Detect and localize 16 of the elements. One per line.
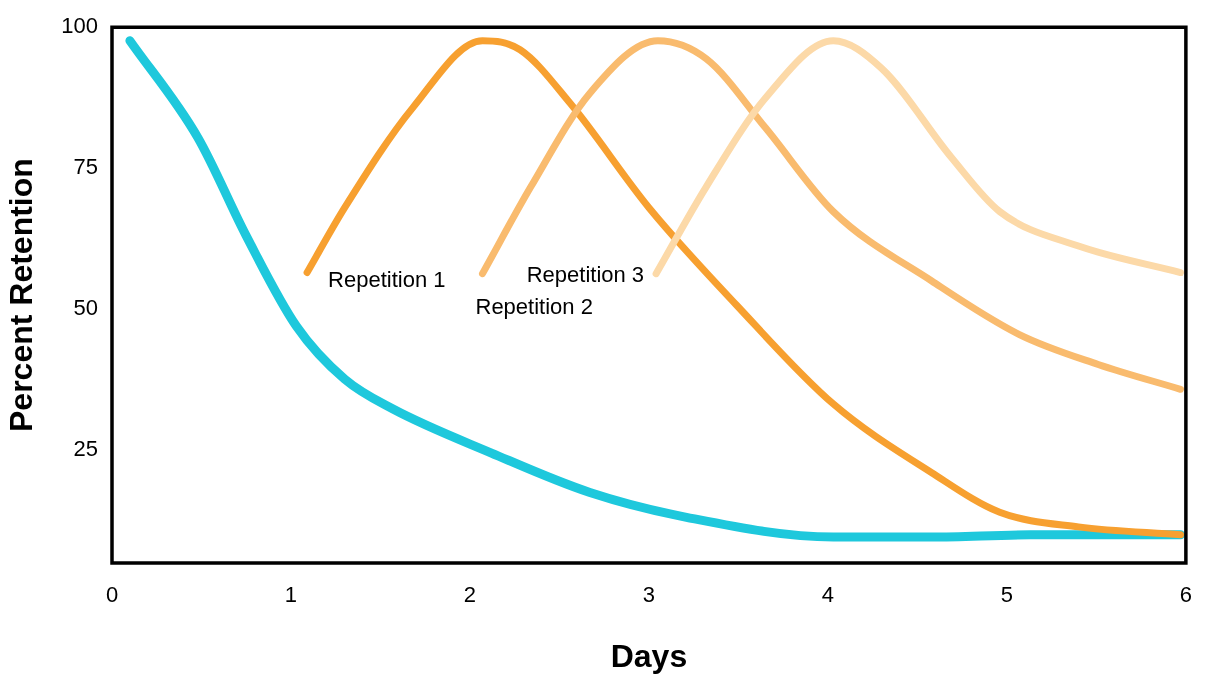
- y-tick-label: 50: [73, 295, 98, 321]
- x-tick-label: 4: [821, 582, 835, 608]
- y-axis-title: Percent Retention: [3, 158, 40, 433]
- x-axis-title: Days: [610, 637, 688, 674]
- y-tick-label: 100: [61, 13, 98, 39]
- series-label: Repetition 3: [526, 261, 645, 287]
- x-tick-label: 0: [105, 582, 119, 608]
- x-tick-label: 5: [1000, 582, 1014, 608]
- x-tick-label: 6: [1179, 582, 1193, 608]
- x-tick-label: 3: [642, 582, 656, 608]
- y-tick-label: 75: [73, 154, 98, 180]
- x-tick-label: 2: [463, 582, 477, 608]
- series-label: Repetition 2: [475, 293, 593, 319]
- x-tick-label: 1: [284, 582, 298, 608]
- y-tick-label: 25: [73, 436, 98, 462]
- series-label: Repetition 1: [328, 266, 446, 292]
